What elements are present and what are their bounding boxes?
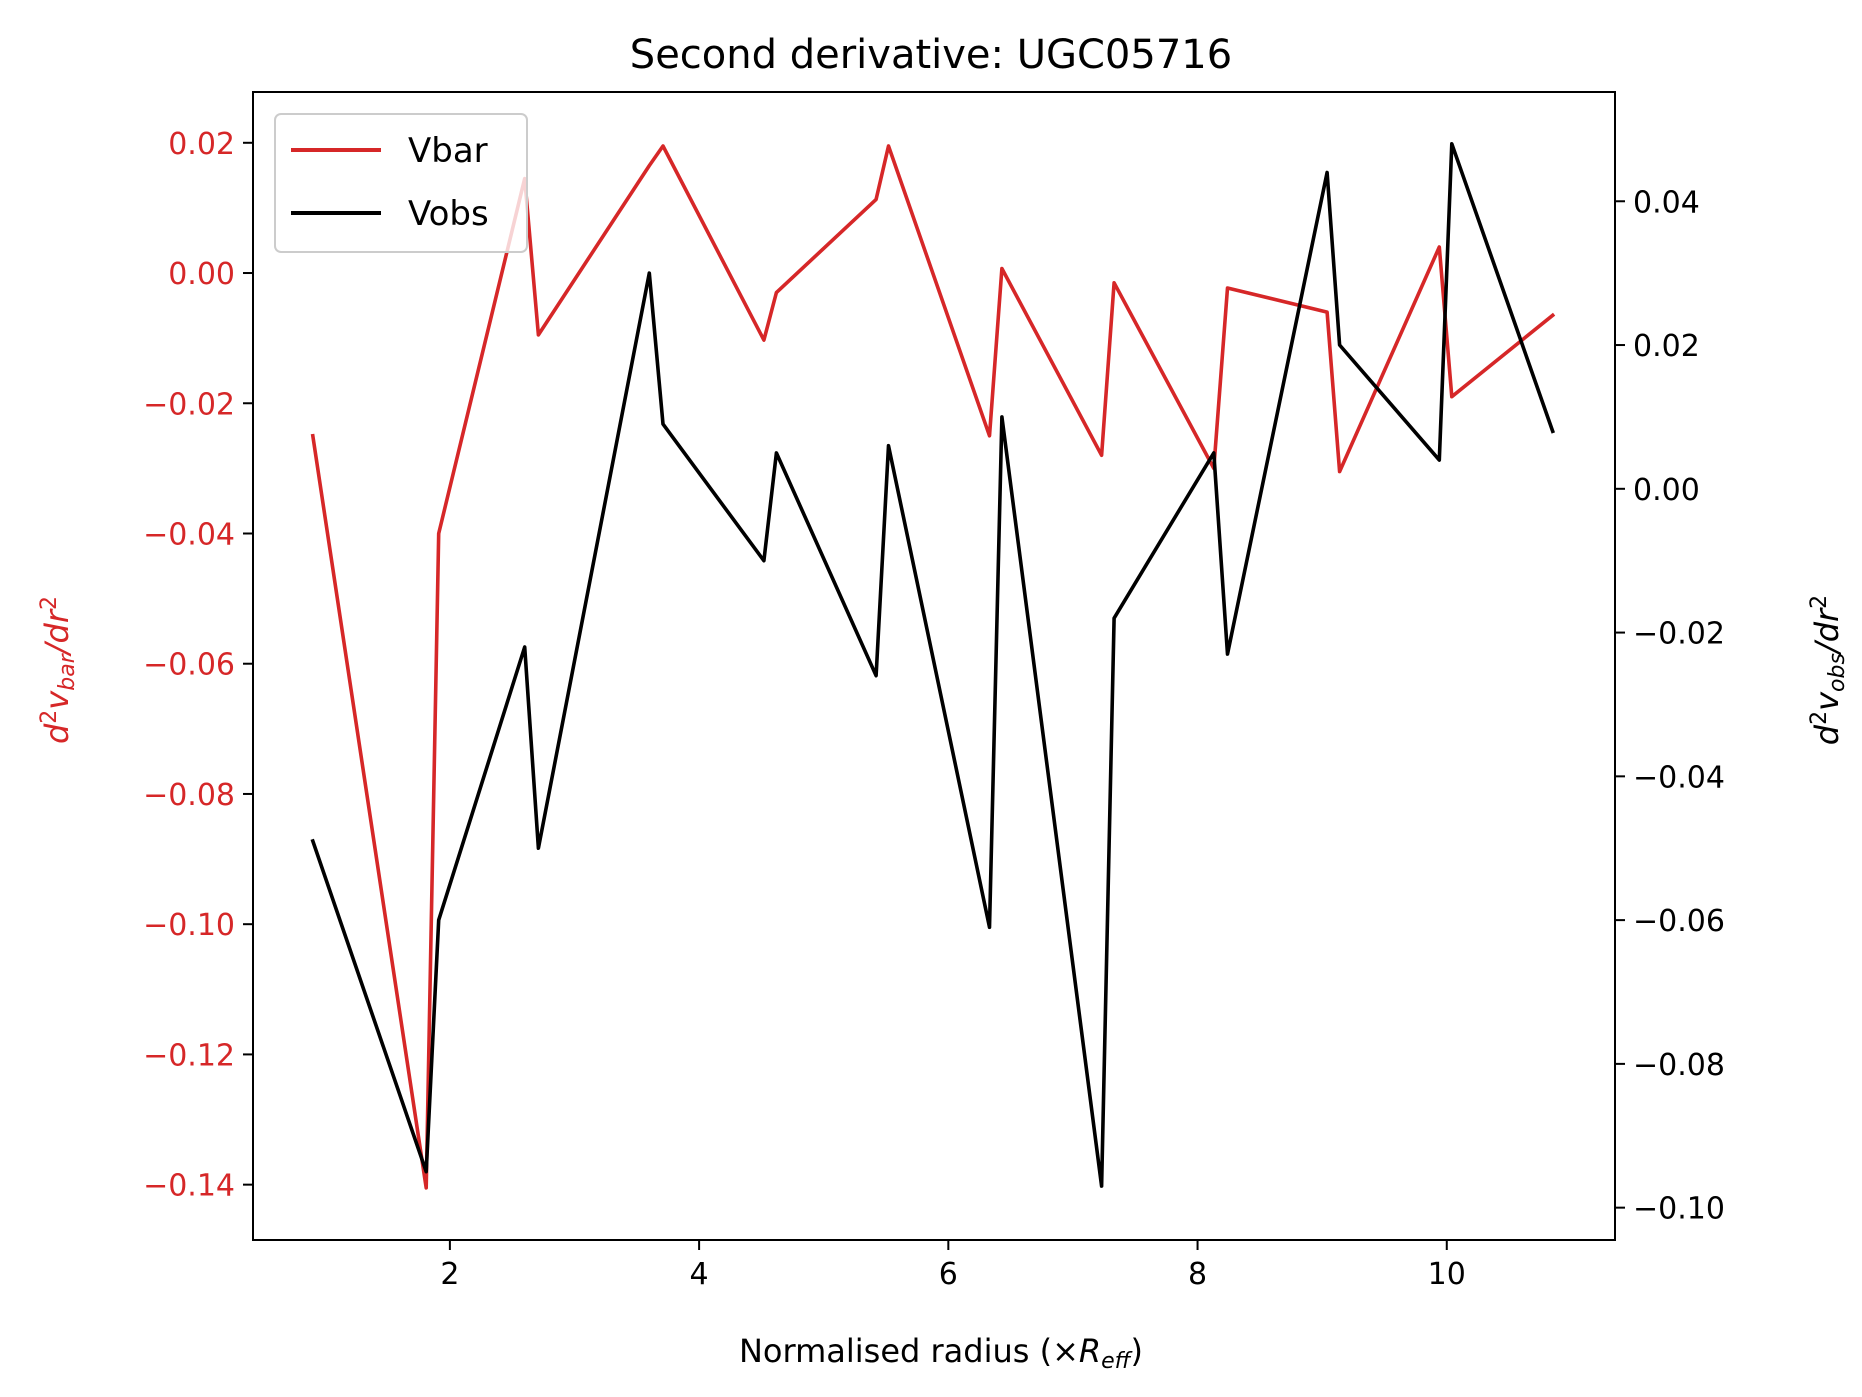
y-left-tick-label: −0.10 (143, 908, 235, 943)
x-tick-label: 2 (440, 1257, 459, 1292)
legend-vobs-label: Vobs (408, 194, 489, 234)
x-tick-label: 8 (1188, 1257, 1207, 1292)
y-right-tick-label: 0.02 (1633, 329, 1700, 364)
series-line-vbar (310, 144, 1556, 1190)
y-left-tick-label: −0.08 (143, 778, 235, 813)
y-axis-left: 0.02 0.00 −0.02 −0.04 −0.06 −0.08 −0.10 −0.12 −0… (143, 127, 253, 1204)
y-right-tick-label: −0.08 (1633, 1048, 1725, 1083)
x-tick-label: 4 (690, 1257, 709, 1292)
x-axis-label: Normalised radius (×Reff) (739, 1332, 1143, 1374)
y-axis-right: 0.04 0.02 0.00 −0.02 −0.04 −0.06 −0.08 −0.10 (1615, 185, 1725, 1227)
legend-box (274, 113, 528, 253)
y-axis-right-label: d2vobs/dr2 (1807, 595, 1850, 745)
legend-vbar-label: Vbar (408, 131, 488, 171)
y-left-tick-label: −0.04 (143, 517, 235, 552)
y-right-tick-label: 0.04 (1633, 185, 1700, 220)
y-left-tick-label: 0.02 (168, 127, 235, 162)
x-tick-label: 6 (939, 1257, 958, 1292)
y-right-tick-label: 0.00 (1633, 473, 1700, 508)
plot-area (310, 142, 1556, 1190)
y-right-tick-label: −0.02 (1633, 617, 1725, 652)
y-left-tick-label: −0.02 (143, 387, 235, 422)
y-left-tick-label: −0.06 (143, 648, 235, 683)
y-axis-left-label: d2vbar/dr2 (37, 596, 80, 744)
y-left-tick-label: 0.00 (168, 257, 235, 292)
plot-frame (252, 91, 1616, 1241)
series-line-vobs (310, 142, 1555, 1188)
chart-title: Second derivative: UGC05716 (630, 32, 1232, 78)
y-right-tick-label: −0.06 (1633, 904, 1725, 939)
y-left-tick-label: −0.14 (143, 1169, 235, 1204)
y-right-tick-label: −0.10 (1633, 1192, 1725, 1227)
x-axis: 2 4 6 8 10 (440, 1240, 1466, 1292)
x-tick-label: 10 (1428, 1257, 1466, 1292)
legend: Vbar Vobs (274, 113, 528, 253)
y-left-tick-label: −0.12 (143, 1038, 235, 1073)
y-right-tick-label: −0.04 (1633, 760, 1725, 795)
